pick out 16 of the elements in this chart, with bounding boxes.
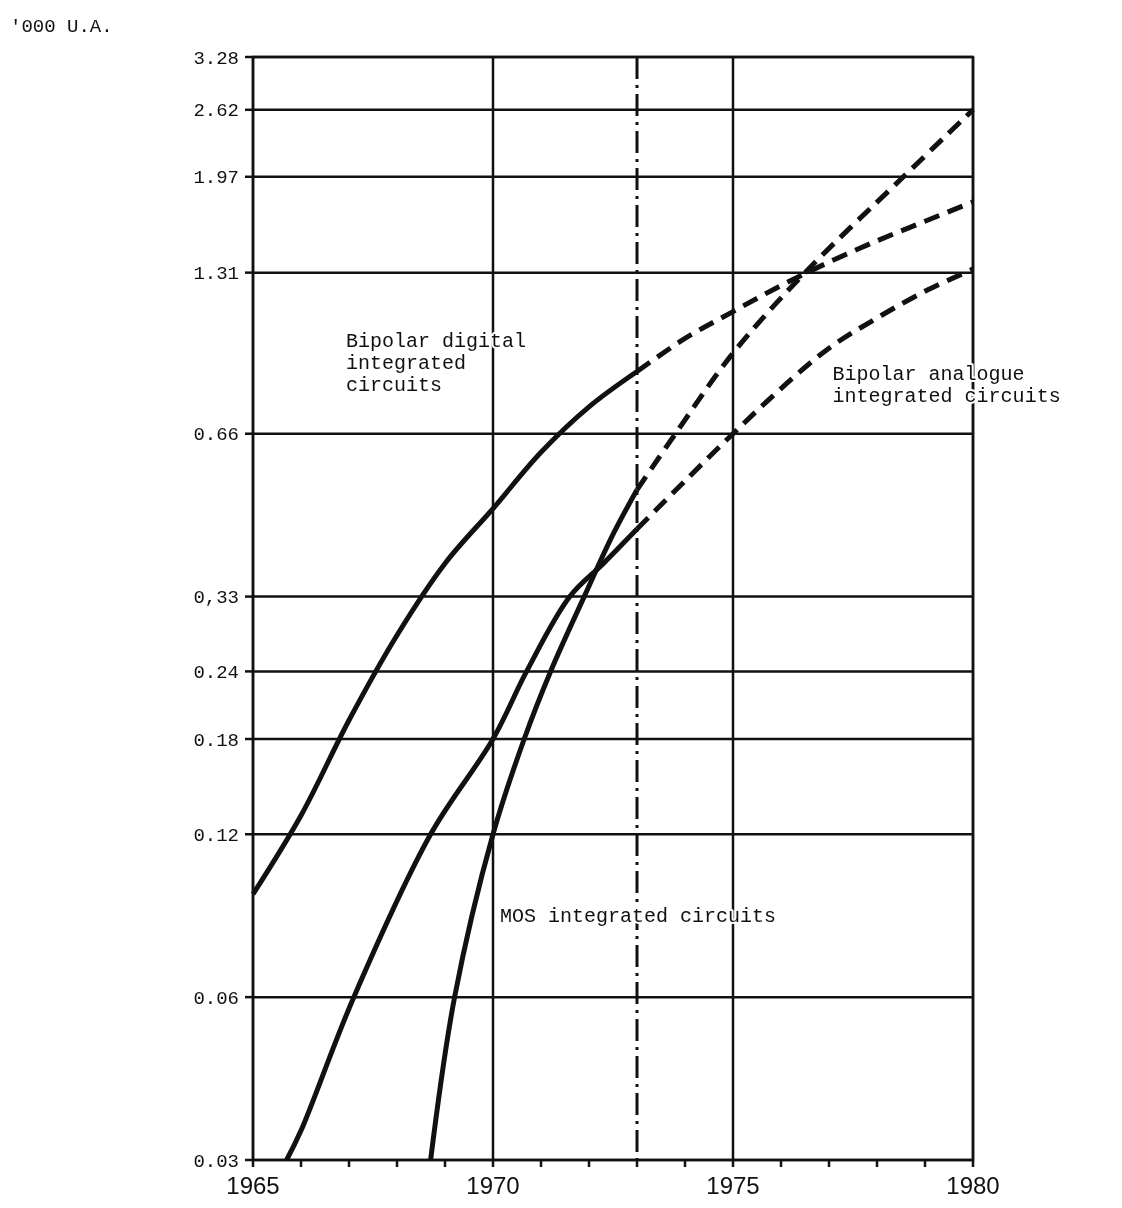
x-tick-label: 1975	[706, 1172, 760, 1199]
y-tick-label: 0.12	[193, 824, 239, 847]
y-tick-label: 2.62	[193, 100, 239, 123]
y-tick-label: 3.28	[193, 47, 239, 70]
y-tick-label: 0,33	[193, 587, 239, 610]
y-tick-label: 0.03	[193, 1150, 239, 1173]
y-axis-title: '000 U.A.	[10, 16, 113, 38]
y-tick-label: 0.06	[193, 987, 239, 1010]
y-tick-label: 0.18	[193, 729, 239, 752]
x-tick-label: 1965	[226, 1172, 280, 1199]
x-tick-label: 1980	[946, 1172, 1000, 1199]
y-tick-label: 0.66	[193, 424, 239, 447]
x-tick-label: 1970	[466, 1172, 520, 1199]
y-tick-label: 1.97	[193, 167, 239, 190]
y-tick-label: 0.24	[193, 662, 239, 685]
y-tick-label: 1.31	[193, 263, 239, 286]
